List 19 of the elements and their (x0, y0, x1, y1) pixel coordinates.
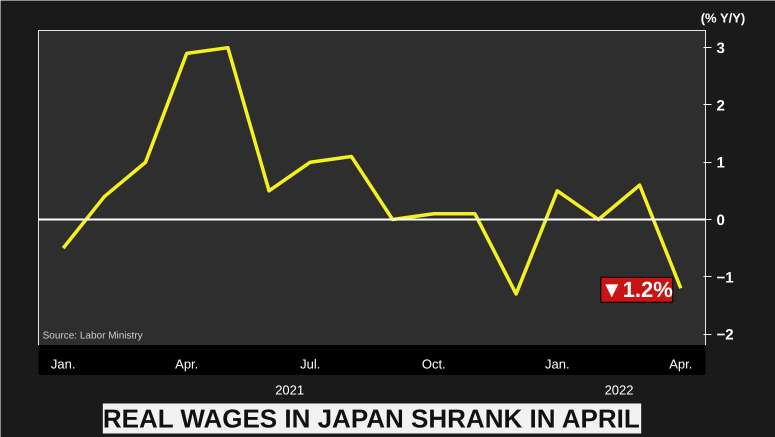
x-tick-label: Jan. (544, 356, 570, 372)
y-axis-title: (% Y/Y) (700, 10, 746, 26)
x-tick-label: Apr. (175, 356, 198, 372)
annotation: ▼1.2% (600, 277, 673, 302)
annotation: Source: Labor Ministry (42, 330, 143, 342)
text: 2021 (275, 382, 304, 398)
x-tick-label: Jan. (50, 356, 76, 372)
x-tick-label: Jul. (300, 356, 320, 372)
text: 2022 (604, 382, 634, 398)
y-tick-label: 0 (716, 212, 725, 229)
y-tick-label: 2 (716, 97, 725, 114)
y-tick-label: −2 (716, 326, 734, 344)
x-tick-label: Oct. (422, 356, 446, 372)
x-tick-label: Apr. (669, 356, 692, 372)
text: REAL WAGES IN JAPAN SHRANK IN APRIL (102, 404, 640, 434)
y-tick-label: −1 (716, 269, 734, 286)
y-tick-label: 1 (716, 154, 725, 172)
line-series (61, 46, 683, 296)
y-tick-label: 3 (716, 40, 725, 58)
